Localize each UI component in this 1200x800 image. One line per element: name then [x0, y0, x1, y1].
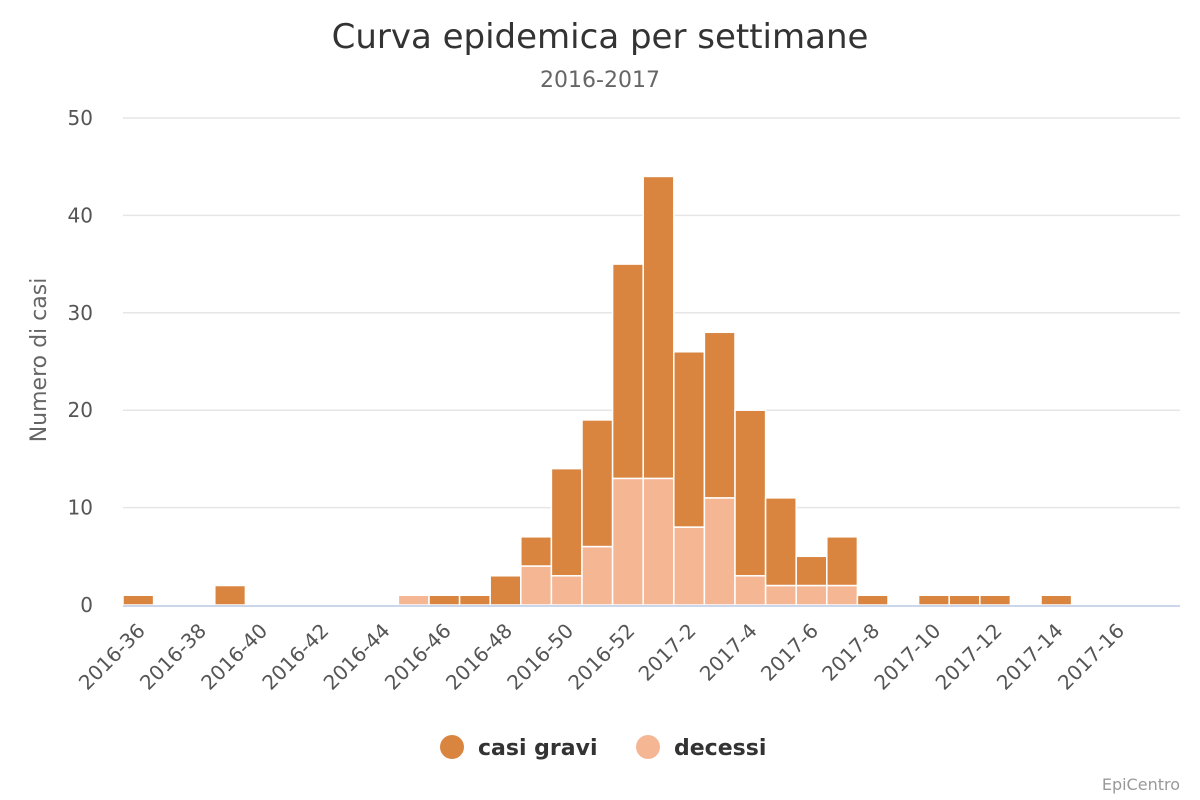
legend-item-decessi[interactable]: decessi: [636, 735, 766, 761]
legend: casi gravi decessi: [440, 735, 766, 761]
bar-decessi-2016-45[interactable]: [397, 594, 430, 606]
x-tick-label: 2017-4: [695, 619, 762, 686]
bar-decessi-2017-3[interactable]: [703, 497, 736, 606]
bar-decessi-2017-4[interactable]: [734, 575, 767, 606]
x-tick-label: 2016-46: [380, 619, 456, 695]
chart-subtitle: 2016-2017: [540, 68, 660, 93]
x-tick-label: 2016-44: [319, 619, 395, 695]
y-tick-label: 10: [68, 496, 93, 520]
bar-casi-gravi-2016-49[interactable]: [520, 536, 553, 567]
bar-casi-gravi-2016-48[interactable]: [489, 575, 522, 606]
bar-casi-gravi-2016-36[interactable]: [122, 594, 155, 606]
legend-label-decessi: decessi: [674, 736, 766, 761]
bar-casi-gravi-2016-50[interactable]: [550, 467, 583, 577]
bar-casi-gravi-2017-1[interactable]: [642, 175, 675, 480]
x-tick-label: 2016-50: [502, 619, 578, 695]
bars: [122, 175, 1073, 606]
chart-title: Curva epidemica per settimane: [332, 17, 869, 57]
y-tick-label: 30: [68, 301, 93, 325]
bar-decessi-2017-2[interactable]: [673, 526, 706, 606]
bar-casi-gravi-2016-39[interactable]: [214, 584, 247, 606]
x-tick-label: 2017-14: [992, 619, 1068, 695]
x-tick-label: 2016-40: [196, 619, 272, 695]
x-tick-label: 2017-16: [1053, 619, 1129, 695]
x-tick-label: 2016-48: [441, 619, 517, 695]
bar-casi-gravi-2016-51[interactable]: [581, 419, 614, 548]
bar-casi-gravi-2017-8[interactable]: [856, 594, 889, 606]
bar-decessi-2017-5[interactable]: [764, 584, 797, 606]
bar-decessi-2016-50[interactable]: [550, 575, 583, 606]
bar-casi-gravi-2017-6[interactable]: [795, 555, 828, 587]
bar-casi-gravi-2017-14[interactable]: [1040, 594, 1073, 606]
bar-casi-gravi-2017-11[interactable]: [948, 594, 981, 606]
x-axis-ticks: 2016-362016-382016-402016-422016-442016-…: [74, 619, 1129, 695]
legend-item-casi-gravi[interactable]: casi gravi: [440, 735, 598, 761]
bar-casi-gravi-2016-46[interactable]: [428, 594, 461, 606]
x-tick-label: 2016-52: [563, 619, 639, 695]
y-tick-label: 20: [68, 398, 93, 422]
legend-marker-casi-gravi: [440, 735, 464, 759]
x-tick-label: 2017-2: [634, 619, 701, 686]
bar-casi-gravi-2017-5[interactable]: [764, 497, 797, 587]
bar-decessi-2016-51[interactable]: [581, 545, 614, 606]
bar-casi-gravi-2017-7[interactable]: [826, 536, 859, 587]
bar-casi-gravi-2017-3[interactable]: [703, 331, 736, 499]
bar-casi-gravi-2017-10[interactable]: [917, 594, 950, 606]
y-tick-label: 50: [68, 106, 93, 130]
bar-casi-gravi-2017-12[interactable]: [979, 594, 1012, 606]
bar-casi-gravi-2016-47[interactable]: [458, 594, 491, 606]
y-tick-label: 40: [68, 203, 93, 227]
x-tick-label: 2016-38: [135, 619, 211, 695]
x-tick-label: 2016-36: [74, 619, 150, 695]
y-axis-ticks: 0 10 20 30 40 50: [68, 106, 93, 617]
bar-decessi-2016-52[interactable]: [611, 477, 644, 606]
x-tick-label: 2017-12: [931, 619, 1007, 695]
legend-marker-decessi: [636, 735, 660, 759]
bar-casi-gravi-2017-2[interactable]: [673, 351, 706, 528]
legend-label-casi-gravi: casi gravi: [478, 736, 598, 761]
bar-decessi-2017-1[interactable]: [642, 477, 675, 606]
y-tick-label: 0: [80, 593, 93, 617]
y-axis-label: Numero di casi: [27, 278, 52, 443]
x-tick-label: 2016-42: [257, 619, 333, 695]
x-tick-label: 2017-6: [756, 619, 823, 686]
bar-casi-gravi-2017-4[interactable]: [734, 409, 767, 577]
bar-decessi-2017-6[interactable]: [795, 584, 828, 606]
bar-decessi-2017-7[interactable]: [826, 584, 859, 606]
x-tick-label: 2017-10: [869, 619, 945, 695]
bar-decessi-2016-49[interactable]: [520, 565, 553, 606]
bar-casi-gravi-2016-52[interactable]: [611, 263, 644, 480]
credits[interactable]: EpiCentro: [1102, 775, 1180, 794]
